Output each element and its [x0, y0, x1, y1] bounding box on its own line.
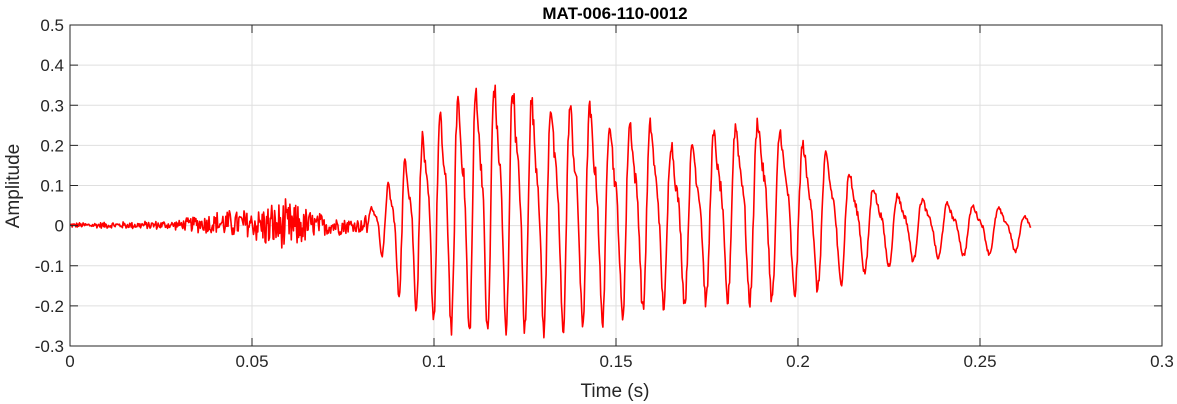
- y-axis: -0.3 -0.2 -0.1 0 0.1 0.2 0.3 0.4 0.5: [35, 16, 1162, 356]
- y-tick-label: 0.4: [40, 56, 64, 75]
- y-tick-label: 0.3: [40, 96, 64, 115]
- y-tick-label: 0.2: [40, 136, 64, 155]
- y-tick-label: -0.2: [35, 297, 64, 316]
- plot-area: [69, 84, 1032, 339]
- x-axis-label: Time (s): [581, 381, 650, 402]
- y-tick-label: -0.1: [35, 257, 64, 276]
- x-tick-label: 0.3: [1150, 352, 1174, 371]
- x-tick-label: 0.1: [422, 352, 446, 371]
- chart-title: MAT-006-110-0012: [542, 4, 687, 23]
- x-tick-label: 0.25: [963, 352, 996, 371]
- y-tick-label: -0.3: [35, 337, 64, 356]
- x-tick-label: 0.05: [235, 352, 268, 371]
- x-axis: 0 0.05 0.1 0.15 0.2 0.25 0.3: [65, 25, 1174, 371]
- x-tick-label: 0: [65, 352, 74, 371]
- waveform-line: [69, 84, 1032, 339]
- y-tick-label: 0: [55, 217, 64, 236]
- y-tick-label: 0.5: [40, 16, 64, 35]
- x-tick-label: 0.15: [599, 352, 632, 371]
- y-tick-label: 0.1: [40, 177, 64, 196]
- y-axis-label: Amplitude: [3, 144, 24, 229]
- x-tick-label: 0.2: [786, 352, 810, 371]
